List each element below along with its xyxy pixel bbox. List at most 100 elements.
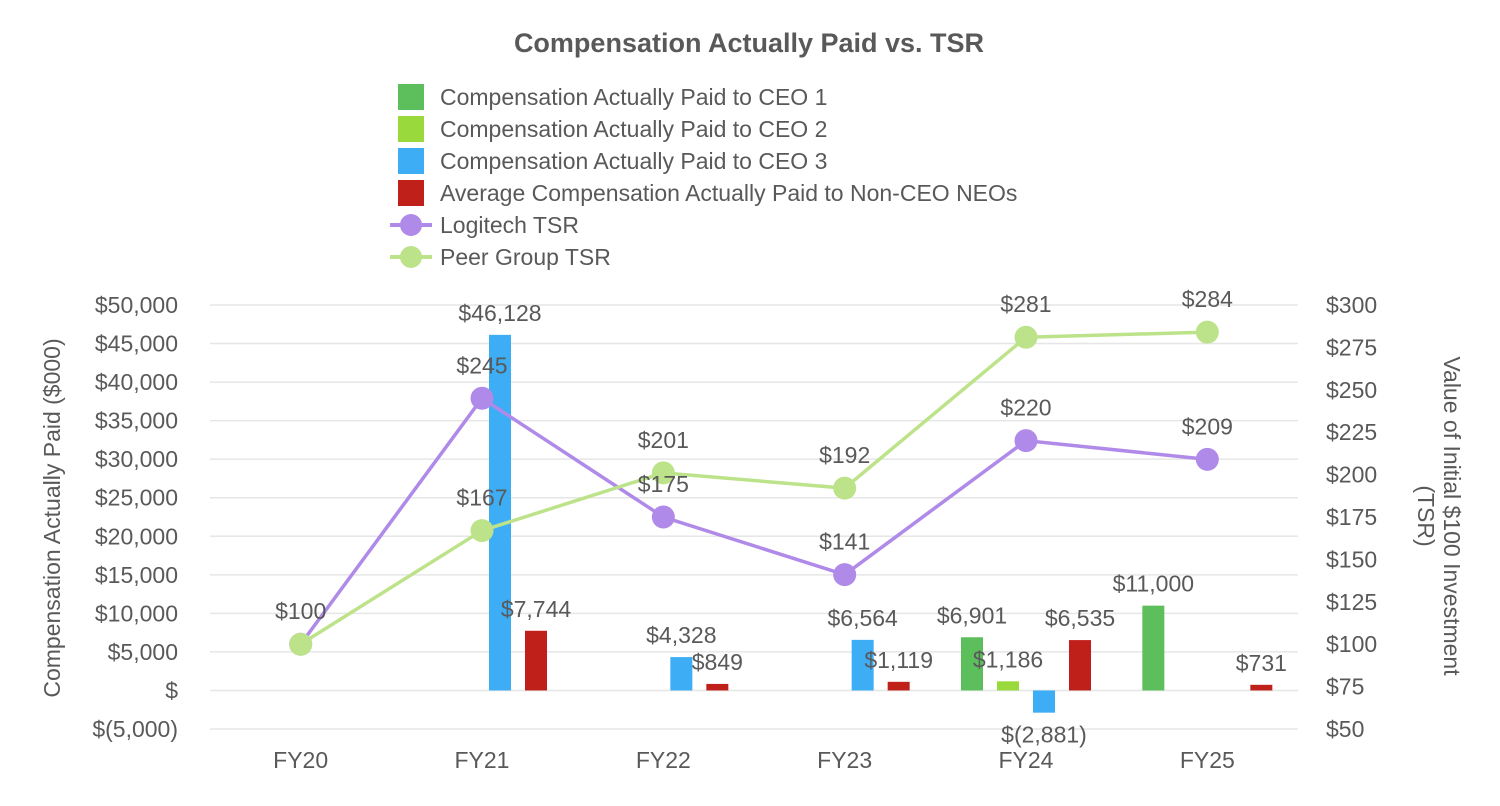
y-tick-label: $5,000 — [108, 639, 178, 665]
legend-marker — [400, 246, 422, 268]
legend-label: Peer Group TSR — [440, 244, 611, 270]
y2-tick-label: $275 — [1326, 334, 1377, 360]
bar-data-label: $6,535 — [1045, 605, 1115, 631]
data-labels: $6,901 $11,000 $1,186 $46,128 $4,328 $6,564 $(… — [275, 286, 1287, 748]
y-tick-label: $ — [165, 677, 178, 703]
series-point — [470, 519, 494, 543]
series-point — [651, 505, 675, 529]
point-data-label: $141 — [819, 529, 870, 555]
bar — [489, 334, 511, 691]
y2-tick-label: $225 — [1326, 419, 1377, 445]
series-point — [289, 632, 313, 656]
y-tick-label: $15,000 — [95, 562, 178, 588]
y2-tick-label: $125 — [1326, 589, 1377, 615]
bar — [887, 681, 910, 691]
point-data-label: $167 — [456, 485, 507, 511]
point-data-label: $209 — [1182, 413, 1233, 439]
legend-label: Compensation Actually Paid to CEO 1 — [440, 84, 827, 110]
bars — [489, 334, 1273, 713]
legend-label: Compensation Actually Paid to CEO 2 — [440, 116, 827, 142]
y-tick-label: $25,000 — [95, 485, 178, 511]
gridlines — [210, 304, 1298, 730]
y2-axis-label-line2: (TSR) — [1413, 485, 1439, 546]
y-tick-label: $(5,000) — [92, 716, 178, 742]
bar — [1250, 684, 1273, 691]
legend-swatch — [398, 116, 424, 142]
y-axis-ticks: $50,000 $45,000 $40,000 $35,000 $30,000 $25,0… — [92, 292, 178, 742]
bar-data-label: $6,564 — [827, 605, 898, 631]
y2-tick-label: $300 — [1326, 292, 1377, 318]
y2-tick-label: $200 — [1326, 462, 1377, 488]
series-point — [1014, 325, 1038, 349]
bar-data-label: $(2,881) — [1001, 722, 1087, 748]
bar — [1069, 640, 1091, 691]
bar-data-label: $1,119 — [864, 647, 933, 673]
y2-axis-label-line1: Value of Initial $100 Investment — [1439, 356, 1465, 676]
series-point — [1195, 320, 1219, 344]
bar-data-label: $4,328 — [646, 622, 716, 648]
bar — [670, 657, 693, 691]
legend-swatch — [398, 148, 424, 174]
x-tick-label: FY21 — [455, 747, 510, 773]
y-tick-label: $50,000 — [95, 292, 178, 318]
point-data-label: $100 — [275, 598, 326, 624]
bar — [1033, 690, 1055, 713]
point-data-label: $175 — [638, 471, 689, 497]
legend: Compensation Actually Paid to CEO 1 Compe… — [390, 84, 1017, 270]
legend-swatch — [398, 180, 424, 206]
bar-data-label: $731 — [1236, 650, 1287, 676]
legend-marker — [400, 214, 422, 236]
legend-label: Average Compensation Actually Paid to No… — [440, 180, 1017, 206]
point-data-label: $281 — [1000, 291, 1051, 317]
legend-swatch — [398, 84, 424, 110]
bar-data-label: $849 — [692, 649, 743, 675]
bar — [706, 683, 729, 691]
series-point — [1014, 429, 1038, 453]
bar — [851, 639, 874, 691]
lines — [289, 320, 1219, 656]
y2-tick-label: $75 — [1326, 674, 1364, 700]
point-data-label: $284 — [1182, 286, 1233, 312]
y-axis-label: Compensation Actually Paid ($000) — [39, 338, 65, 697]
y2-tick-label: $100 — [1326, 631, 1377, 657]
bar — [997, 681, 1019, 691]
point-data-label: $220 — [1000, 395, 1051, 421]
chart-title: Compensation Actually Paid vs. TSR — [514, 28, 984, 58]
series-line — [299, 330, 1208, 646]
bar-data-label: $1,186 — [973, 646, 1043, 672]
y2-tick-label: $50 — [1326, 716, 1364, 742]
x-tick-label: FY20 — [273, 747, 328, 773]
point-data-label: $245 — [456, 352, 507, 378]
y-tick-label: $40,000 — [95, 369, 178, 395]
y-tick-label: $10,000 — [95, 600, 178, 626]
legend-label: Compensation Actually Paid to CEO 3 — [440, 148, 827, 174]
series-point — [833, 476, 857, 500]
x-tick-label: FY23 — [817, 747, 872, 773]
bar — [1142, 605, 1165, 691]
y2-tick-label: $250 — [1326, 377, 1377, 403]
point-data-label: $192 — [819, 442, 870, 468]
y-tick-label: $30,000 — [95, 446, 178, 472]
y-tick-label: $45,000 — [95, 331, 178, 357]
y2-tick-label: $175 — [1326, 504, 1377, 530]
legend-label: Logitech TSR — [440, 212, 579, 238]
point-data-label: $201 — [638, 427, 689, 453]
bar — [961, 637, 983, 691]
y2-tick-label: $150 — [1326, 546, 1377, 572]
x-axis-ticks: FY20 FY21 FY22 FY23 FY24 FY25 — [273, 747, 1235, 773]
bar — [525, 630, 547, 691]
y-tick-label: $35,000 — [95, 408, 178, 434]
series-point — [470, 386, 494, 410]
y-tick-label: $20,000 — [95, 523, 178, 549]
x-tick-label: FY22 — [636, 747, 691, 773]
y2-axis-ticks: $300 $275 $250 $225 $200 $175 $150 $125 $100 $75 $… — [1326, 292, 1377, 742]
bar-data-label: $7,744 — [501, 596, 572, 622]
x-tick-label: FY25 — [1180, 747, 1235, 773]
bar-data-label: $11,000 — [1113, 571, 1194, 597]
x-tick-label: FY24 — [999, 747, 1054, 773]
series-point — [651, 461, 675, 485]
series-line — [299, 395, 1208, 646]
bar-data-label: $6,901 — [937, 602, 1007, 628]
series-point — [833, 563, 857, 587]
